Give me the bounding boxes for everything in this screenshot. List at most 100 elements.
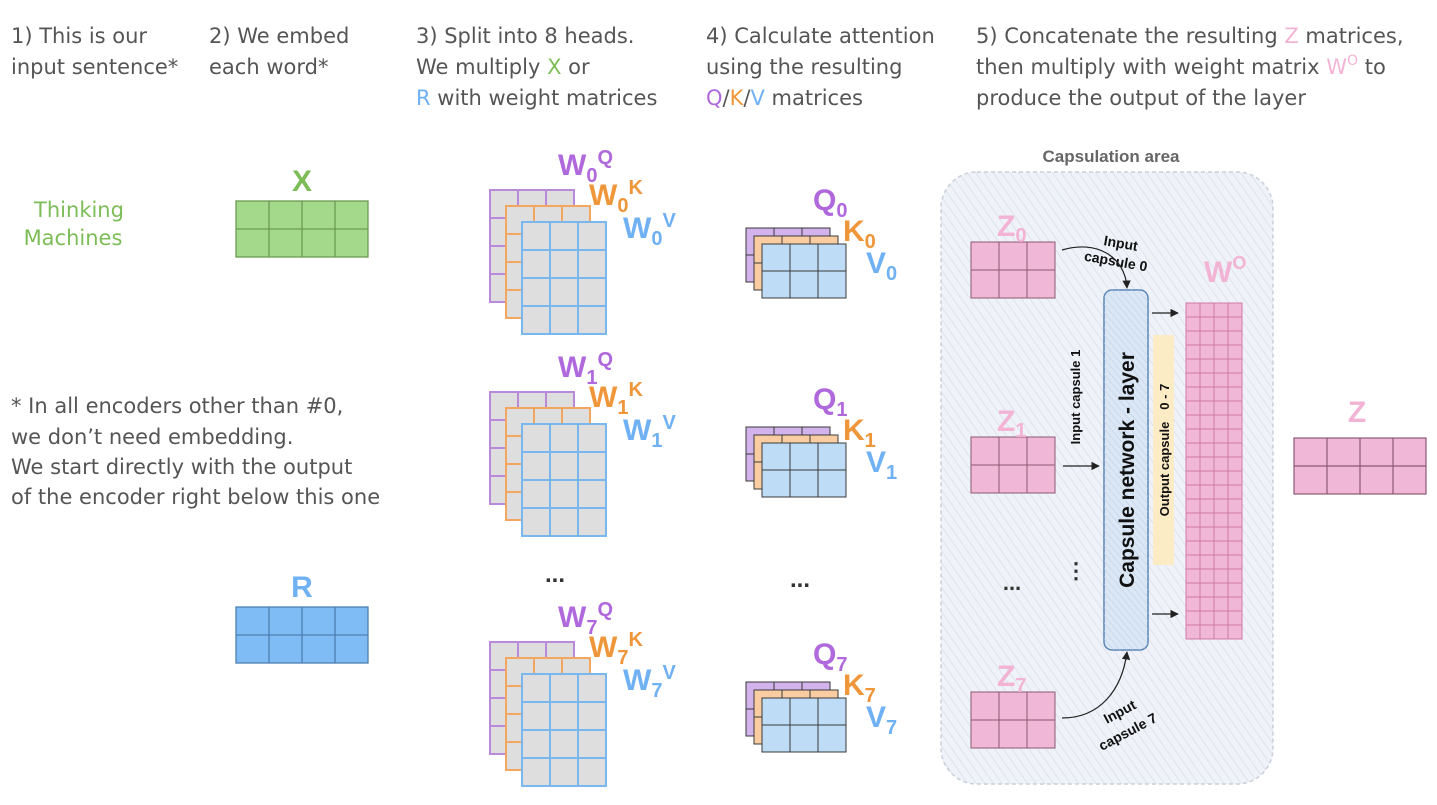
input-capsule-1-label: Input capsule 1	[1068, 350, 1083, 445]
wv-label-1: W1V	[623, 412, 676, 452]
embedding-x-matrix	[235, 200, 369, 258]
step-5-line-2-pre: then multiply with weight matrix	[976, 55, 1326, 79]
input-capsule-0-arrow	[1061, 246, 1131, 289]
q-label-index: 1	[836, 399, 847, 421]
wq-label-7: W7Q	[558, 599, 613, 639]
output-capsule-highlight	[1153, 335, 1174, 565]
footnote-line-1: * In all encoders other than #0,	[11, 394, 343, 418]
q-label-index: 0	[836, 200, 847, 222]
step-4-v-token: V	[750, 86, 765, 110]
wq-label-1: W1Q	[558, 349, 613, 389]
v-label-index: 7	[886, 717, 897, 739]
wk-label-sup: K	[628, 379, 643, 401]
wk-label-0: W0K	[589, 177, 643, 217]
wv-matrix-0	[521, 221, 607, 335]
wv-label-w: W	[623, 414, 652, 447]
step-5-w-token: W	[1326, 55, 1347, 79]
input-word-machines: Machines	[24, 226, 123, 250]
z-label-1: Z1	[997, 405, 1026, 442]
k-label-letter: K	[843, 669, 865, 702]
embedding-x-label: X	[292, 165, 312, 198]
x-matrix-grid	[235, 200, 369, 258]
output-z-grid	[1293, 437, 1427, 495]
step-3-line-3: R with weight matrices	[416, 86, 657, 110]
heads-weights-ellipsis: ...	[545, 561, 565, 588]
step-4-slash-2: /	[743, 86, 751, 110]
wo-label-w: W	[1204, 256, 1233, 289]
wq-label-sup: Q	[597, 147, 613, 169]
k-label-1: K1	[843, 414, 876, 452]
step-3-line-2-pre: We multiply	[416, 55, 547, 79]
wv-label-sup: V	[662, 412, 676, 434]
step-3-line-2-post: or	[561, 55, 590, 79]
output-capsule-text: Output capsule	[1157, 422, 1172, 517]
q-label-letter: Q	[813, 184, 836, 217]
footnote: * In all encoders other than #0, we don’…	[11, 394, 380, 509]
wk-label-sup: K	[628, 629, 643, 651]
step-5-line-1-post: matrices,	[1299, 24, 1404, 48]
step-2-line-1: 2) We embed	[209, 24, 349, 48]
step-5-z-token: Z	[1284, 24, 1298, 48]
wv-label-7: W7V	[623, 662, 676, 702]
wv-label-index: 1	[651, 430, 662, 452]
k-label-0: K0	[843, 215, 876, 253]
step-3-line-2: We multiply X or	[416, 55, 590, 79]
v-label-1: V1	[866, 446, 897, 484]
v-matrix-1	[761, 442, 847, 498]
v-label-7: V7	[866, 701, 897, 739]
v-label-0: V0	[866, 247, 897, 285]
wk-label-index: 7	[617, 647, 628, 669]
footnote-line-4: of the encoder right below this one	[11, 485, 380, 509]
wo-label-sup: O	[1232, 253, 1246, 273]
step-4-line-2: using the resulting	[706, 55, 902, 79]
q-label-letter: Q	[813, 638, 836, 671]
z-label-index: 7	[1015, 675, 1026, 697]
output-capsule-range: 0 - 7	[1157, 384, 1172, 410]
wq-label-w: W	[558, 149, 587, 182]
input-capsule-7-arrow	[1061, 651, 1131, 719]
step-3-r-token: R	[416, 86, 431, 110]
embedding-r-matrix	[235, 606, 369, 664]
z-matrix-7	[970, 691, 1056, 749]
wk-label-index: 0	[617, 195, 628, 217]
wv-label-sup: V	[662, 662, 676, 684]
input-capsule-0-line-1: Input	[1103, 232, 1140, 254]
wq-label-w: W	[558, 601, 587, 634]
v-label-letter: V	[866, 247, 886, 280]
v-label-index: 1	[886, 462, 897, 484]
wv-matrix-1	[521, 423, 607, 537]
step-1-line-2: input sentence*	[11, 55, 178, 79]
step-4-line-1: 4) Calculate attention	[706, 24, 935, 48]
step-1-line-1: 1) This is our	[11, 24, 147, 48]
step-5-w-sup: O	[1347, 53, 1358, 69]
wv-label-sup: V	[662, 210, 676, 232]
step-4-q-token: Q	[706, 86, 723, 110]
step-4-slash-1: /	[723, 86, 731, 110]
wo-matrix	[1185, 302, 1243, 640]
q-label-1: Q1	[813, 383, 847, 421]
step-5-line-3: produce the output of the layer	[976, 86, 1306, 110]
z-label-7: Z7	[997, 660, 1026, 697]
step-4-k-token: K	[730, 86, 745, 110]
output-z-label: Z	[1348, 396, 1366, 429]
step-3-line-1: 3) Split into 8 heads.	[416, 24, 634, 48]
k-label-letter: K	[843, 414, 865, 447]
q-label-index: 7	[836, 654, 847, 676]
k-label-index: 0	[865, 231, 876, 253]
wk-label-w: W	[589, 381, 618, 414]
wv-label-index: 0	[651, 228, 662, 250]
wk-label-index: 1	[617, 397, 628, 419]
step-3-x-token: X	[547, 55, 561, 79]
z-matrix-1	[970, 436, 1056, 494]
v-matrix-7	[761, 697, 847, 753]
step-4-line-3: Q/K/V matrices	[706, 86, 863, 110]
v-label-letter: V	[866, 446, 886, 479]
step-5-line-1-pre: 5) Concatenate the resulting	[976, 24, 1284, 48]
v-label-index: 0	[886, 263, 897, 285]
footnote-line-3: We start directly with the output	[11, 455, 352, 479]
v-matrix-0	[761, 243, 847, 299]
step-5-line-1: 5) Concatenate the resulting Z matrices,	[976, 24, 1404, 48]
input-word-thinking: Thinking	[33, 198, 124, 222]
